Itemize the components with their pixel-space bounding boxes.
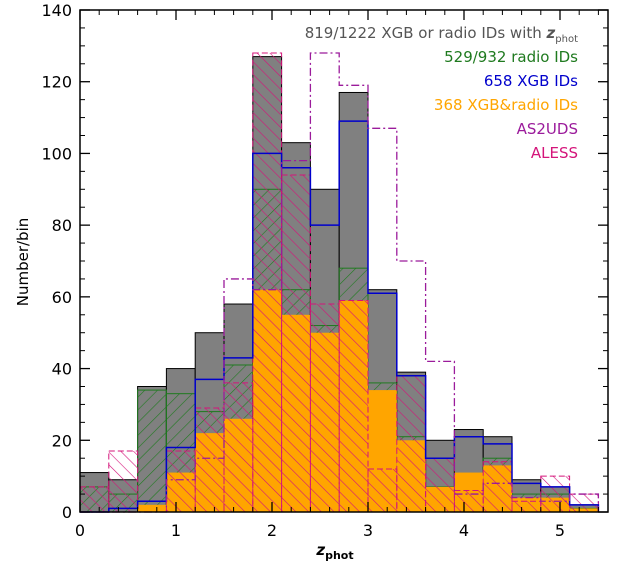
y-tick-label-5: 100 (41, 144, 72, 163)
x-tick-label-2: 2 (267, 521, 277, 540)
aless-bar-11 (396, 375, 427, 513)
x-tick-label-5: 5 (555, 521, 565, 540)
legend-entry-label: 529/932 radio IDs (444, 48, 578, 66)
aless-bar-15 (511, 500, 542, 513)
y-tick-label-6: 120 (41, 73, 72, 92)
legend-entry-4: AS2UDS (517, 120, 578, 138)
x-axis-title-sub: phot (325, 549, 354, 562)
y-tick-label-2: 40 (52, 360, 72, 379)
x-tick-label-0: 0 (75, 521, 85, 540)
legend-entry-label: 819/1222 XGB or radio IDs with (305, 24, 547, 42)
legend-entry-label: 368 XGB&radio IDs (434, 96, 578, 114)
y-tick-label-0: 0 (62, 503, 72, 522)
y-tick-label-1: 20 (52, 431, 72, 450)
radio-ids-bar-2 (137, 389, 167, 513)
legend-entry-1: 529/932 radio IDs (444, 48, 578, 66)
aless-bar-10 (367, 468, 398, 513)
legend: 819/1222 XGB or radio IDs with zphot 529/… (305, 24, 578, 162)
x-tick-label-4: 4 (459, 521, 469, 540)
x-tick-label-3: 3 (363, 521, 373, 540)
legend-entry-3: 368 XGB&radio IDs (434, 96, 578, 114)
legend-entry-label: AS2UDS (517, 120, 578, 138)
y-tick-label-3: 60 (52, 288, 72, 307)
axes: 0 1 2 3 4 5 0 20 40 60 80 100 120 140 (41, 1, 609, 540)
y-tick-label-4: 80 (52, 216, 72, 235)
legend-entry-label: ALESS (531, 144, 578, 162)
legend-entry-sub: phot (555, 34, 578, 45)
legend-entry-2: 658 XGB IDs (484, 72, 578, 90)
legend-entry-z: z (546, 24, 556, 42)
y-axis-title: Number/bin (14, 218, 32, 307)
plot-area (79, 52, 600, 513)
legend-entry-0: 819/1222 XGB or radio IDs with zphot (305, 24, 578, 45)
aless-bar-4 (194, 407, 225, 513)
aless-bar-5 (223, 382, 254, 513)
aless-bar-3 (165, 450, 196, 513)
aless-bar-16 (540, 475, 571, 513)
aless-bar-7 (281, 174, 311, 513)
aless-bar-9 (338, 299, 369, 513)
legend-entry-5: ALESS (531, 144, 578, 162)
as2uds-line (80, 52, 600, 513)
xgb-radio-ids-bar-2 (137, 504, 167, 512)
aless-bar-17 (569, 493, 599, 513)
aless-bar-6 (252, 52, 283, 513)
y-tick-label-7: 140 (41, 1, 72, 20)
x-axis-title-main: z (315, 541, 325, 559)
x-axis-title: zphot (315, 541, 353, 562)
aless-bar-0 (79, 486, 110, 513)
aless-bar-8 (309, 303, 340, 513)
aless-bar-1 (108, 450, 139, 513)
aless-bar-14 (482, 461, 513, 513)
x-tick-label-1: 1 (171, 521, 181, 540)
aless-bar-12 (425, 457, 455, 513)
legend-entry-label: 658 XGB IDs (484, 72, 578, 90)
